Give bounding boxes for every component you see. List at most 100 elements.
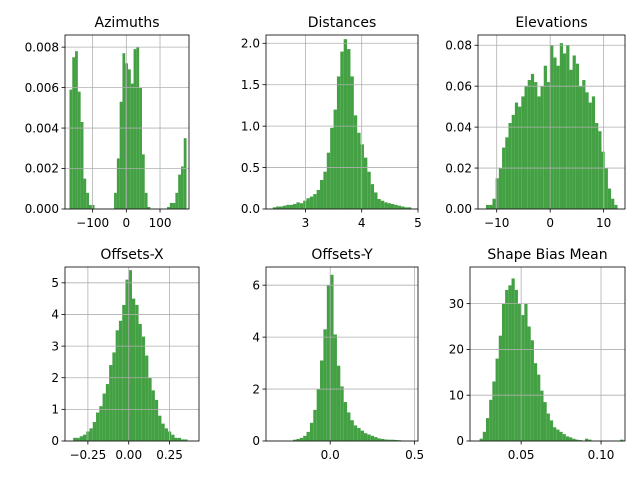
histogram-bar <box>530 340 534 441</box>
histogram-bar <box>272 207 277 209</box>
histogram-bar <box>569 437 573 441</box>
histogram-bar <box>112 352 116 441</box>
histogram-bar <box>479 438 483 441</box>
histogram-bar <box>323 329 327 441</box>
y-tick-label: 0.000 <box>25 202 59 216</box>
x-tick-label: 0.05 <box>508 448 535 462</box>
histogram-bar <box>492 381 496 441</box>
y-tick-label: 0.004 <box>25 121 59 135</box>
histogram-bar <box>498 168 503 209</box>
histogram-bar <box>336 365 341 441</box>
histogram-bar <box>524 86 528 209</box>
histogram-bar <box>370 435 375 441</box>
histogram-bar <box>279 206 283 209</box>
histogram-bar <box>562 434 566 441</box>
histogram-bar <box>575 63 580 209</box>
histogram-bar <box>502 147 506 209</box>
y-tick-label: 1.5 <box>241 78 260 92</box>
histogram-bar <box>343 39 348 209</box>
axes-frame <box>477 34 626 210</box>
axes-frame <box>265 266 419 442</box>
histogram-bar <box>167 206 170 209</box>
histogram-bar <box>374 437 378 441</box>
histogram-bar <box>132 298 136 441</box>
histogram-bar <box>585 92 589 209</box>
histogram-bar <box>498 335 502 441</box>
y-tick-label: 1 <box>51 403 59 417</box>
histogram-bar <box>128 270 132 441</box>
histogram-bar <box>518 106 522 209</box>
histogram-bars <box>73 270 188 441</box>
x-tick-label: 10 <box>596 216 611 230</box>
y-tick-label: 0.5 <box>241 161 260 175</box>
histogram-bar <box>83 178 87 209</box>
histogram-bar <box>546 413 550 441</box>
histogram-bar <box>572 438 576 441</box>
histogram-bar <box>517 303 522 441</box>
histogram-bars <box>293 274 405 441</box>
histogram-bar <box>82 434 87 441</box>
y-tick-label: 0.02 <box>445 161 472 175</box>
histogram-bar <box>154 399 159 441</box>
histogram-bar <box>543 65 547 210</box>
histogram-bar <box>184 439 188 441</box>
histogram-bar <box>495 358 499 441</box>
histogram-bar <box>326 152 331 209</box>
y-tick-label: 20 <box>449 343 464 357</box>
y-tick-label: 0 <box>51 434 59 448</box>
histogram-bar <box>320 360 324 441</box>
histogram-bar <box>505 137 509 209</box>
histogram-bar <box>293 204 297 209</box>
histogram-bar <box>296 202 300 209</box>
histogram-bar <box>585 438 589 441</box>
histogram-bar <box>119 101 123 209</box>
histogram-bar <box>73 437 77 441</box>
histogram-bar <box>537 96 541 209</box>
histogram-bar <box>394 204 398 209</box>
axes-frame <box>64 34 190 210</box>
histogram-bar <box>527 326 531 441</box>
histogram-bar <box>569 69 573 209</box>
histogram-bar <box>524 303 528 441</box>
histogram-bar <box>562 53 567 209</box>
axes-frame <box>64 266 200 442</box>
histogram-bar <box>374 192 378 209</box>
histogram-bar <box>363 157 368 209</box>
histogram-bar <box>88 204 92 209</box>
histogram-bar <box>533 363 538 441</box>
histogram-bar <box>353 115 358 209</box>
x-tick-label: 0.0 <box>321 448 340 462</box>
histogram-bar <box>543 402 547 441</box>
subplot-title: Elevations <box>515 15 587 31</box>
x-tick-label: 4 <box>358 216 366 230</box>
histogram-bar <box>309 422 314 441</box>
histogram-bar <box>99 406 103 441</box>
y-tick-label: 0.0 <box>241 202 260 216</box>
histogram-bar <box>540 86 544 209</box>
histogram-bar <box>336 76 341 210</box>
histogram-bar <box>377 199 381 209</box>
histogram-bar <box>306 198 310 209</box>
histogram-bar <box>340 51 344 209</box>
histogram-bar <box>575 439 579 441</box>
histogram-bar <box>394 439 398 441</box>
y-tick-label: 4 <box>51 308 59 322</box>
histogram-bar <box>527 80 531 209</box>
histogram-bar <box>164 428 168 441</box>
histogram-bar <box>505 289 509 441</box>
histogram-bar <box>276 206 280 209</box>
histogram-bar <box>303 200 307 209</box>
histogram-bar <box>367 434 371 441</box>
histogram-bar <box>601 151 605 209</box>
histogram-bar <box>357 428 361 441</box>
y-tick-label: 3 <box>51 339 59 353</box>
histogram-bar <box>141 154 145 209</box>
y-tick-label: 0.002 <box>25 162 59 176</box>
histogram-bar <box>115 330 119 441</box>
histogram-bar <box>130 83 134 209</box>
histogram-bar <box>109 365 113 441</box>
histogram-bar <box>530 73 535 209</box>
axes-frame <box>265 34 419 210</box>
subplot-title: Shape Bias Mean <box>487 247 607 263</box>
histogram-bar <box>89 428 93 441</box>
